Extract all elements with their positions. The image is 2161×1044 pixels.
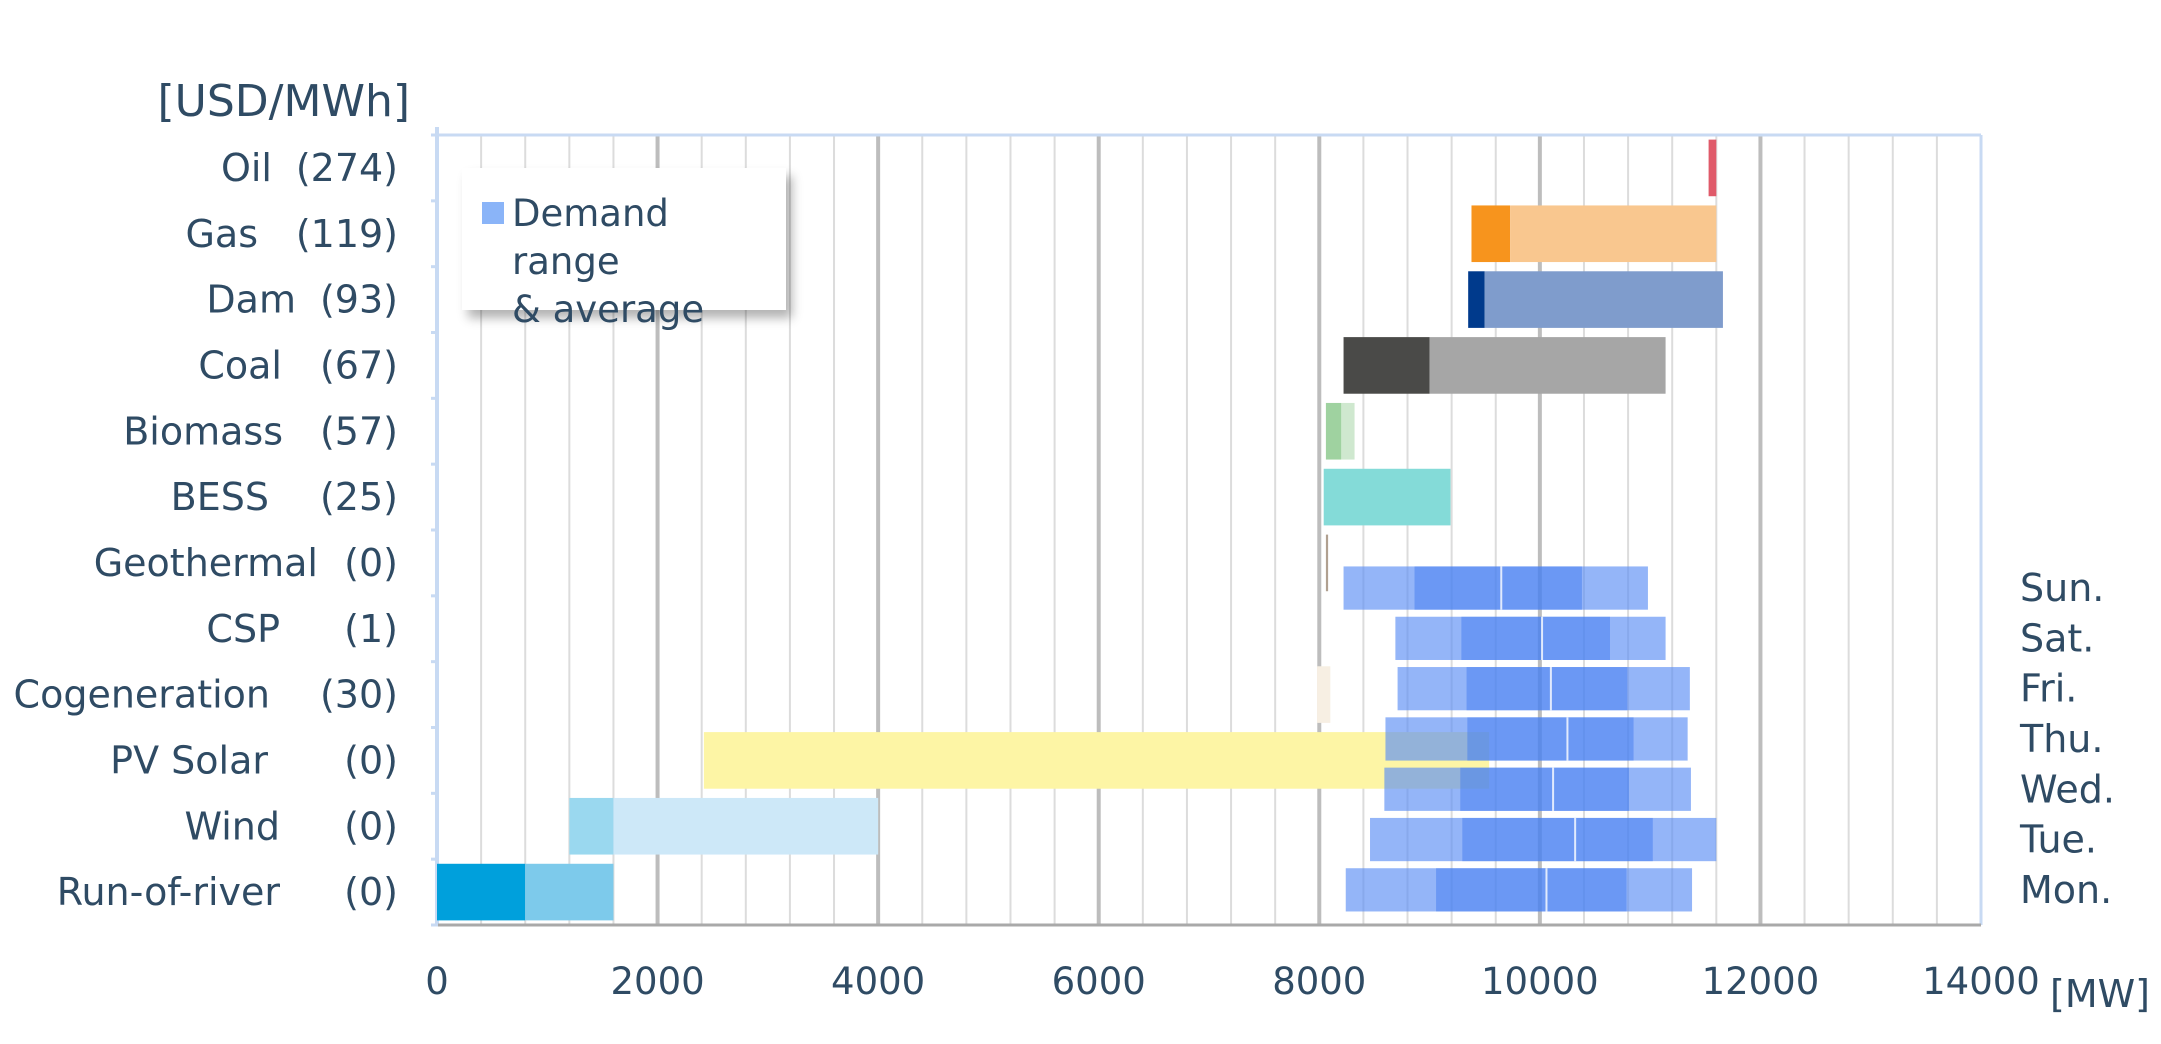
axes: [USD/MWh] [MW] 0 2000 4000 6000 8000 10000 120… [157, 76, 2150, 1016]
legend-label-line2: & average [512, 288, 705, 331]
day-labels: Sun. Sat. Fri. Thu. Wed. Tue. Mon. [2019, 566, 2115, 912]
category-price: (25) [320, 475, 398, 519]
supply-bar-segment [1471, 205, 1511, 263]
category-label: Biomass [123, 409, 283, 453]
category-label: Cogeneration [14, 673, 270, 717]
supply-bar-segment [1429, 337, 1666, 394]
demand-core-bar [1461, 616, 1610, 660]
supply-bar-segment [1343, 337, 1430, 394]
category-price: (0) [344, 870, 398, 914]
supply-bar-segment [1708, 139, 1717, 197]
legend-label: Demand range & average [512, 190, 786, 334]
category-price: (0) [344, 738, 398, 782]
supply-bar-segment [1510, 205, 1717, 263]
category-label: Dam [206, 278, 296, 322]
category-price: (0) [344, 804, 398, 848]
category-price: (57) [320, 409, 398, 453]
legend: Demand range & average [462, 168, 786, 331]
legend-label-line1: Demand range [512, 192, 669, 283]
supply-bar-segment [1325, 534, 1329, 592]
day-label: Mon. [2020, 868, 2112, 912]
category-label: Oil [221, 146, 272, 190]
category-price: (0) [344, 541, 398, 585]
demand-range-bar [1370, 817, 1717, 862]
category-price: (274) [296, 146, 398, 190]
category-price: (119) [296, 212, 398, 256]
supply-bar-segment [1325, 402, 1342, 460]
demand-core-bar [1436, 868, 1627, 912]
x-tick-label: 10000 [1481, 960, 1599, 1003]
demand-range-bar [1343, 566, 1648, 610]
supply-bar-segment [1468, 271, 1485, 328]
supply-bar-segment [569, 797, 614, 855]
demand-bars [1343, 566, 1717, 912]
demand-core-bar [1460, 767, 1629, 811]
demand-range-bar [1345, 868, 1693, 912]
x-tick-label: 12000 [1702, 960, 1820, 1003]
demand-core-bar [1467, 717, 1634, 761]
demand-range-bar [1385, 717, 1688, 761]
day-label: Sun. [2020, 566, 2104, 610]
x-tick-label: 6000 [1052, 960, 1146, 1003]
category-label: Coal [198, 343, 282, 387]
category-label: CSP [206, 607, 280, 651]
supply-bar-segment [525, 863, 614, 921]
legend-swatch [482, 202, 504, 224]
supply-bar-segment [437, 863, 526, 921]
x-tick-label: 0 [425, 960, 449, 1003]
supply-bar-segment [1341, 402, 1355, 460]
x-tick-label: 8000 [1272, 960, 1366, 1003]
supply-bar-segment [1323, 468, 1451, 526]
demand-core-bar [1466, 667, 1628, 711]
supply-bar-segment [1484, 271, 1723, 328]
x-tick-label: 14000 [1922, 960, 2040, 1003]
category-price: (30) [320, 673, 398, 717]
category-price: (67) [320, 343, 398, 387]
day-label: Fri. [2020, 667, 2077, 711]
day-label: Tue. [2019, 818, 2097, 862]
supply-bars [437, 139, 1723, 921]
x-axis-unit-label: [MW] [2050, 972, 2150, 1016]
demand-range-bar [1384, 767, 1691, 811]
supply-bar-segment [703, 732, 1490, 789]
category-label: BESS [171, 475, 269, 519]
demand-core-bar [1414, 566, 1582, 610]
day-label: Thu. [2019, 717, 2103, 761]
demand-range-bar [1397, 667, 1690, 711]
category-label: Geothermal [94, 541, 318, 585]
category-labels: Oil (274) Gas (119)Dam (93) Coal (67) Biomass (5… [14, 146, 398, 914]
day-label: Wed. [2020, 767, 2115, 811]
x-tick-label: 4000 [831, 960, 925, 1003]
demand-range-bar [1395, 616, 1666, 660]
category-label: Wind [184, 804, 280, 848]
category-label: Run-of-river [57, 870, 281, 914]
demand-core-bar [1462, 817, 1653, 862]
category-label: PV Solar [110, 738, 268, 782]
category-price: (1) [344, 607, 398, 651]
day-label: Sat. [2020, 616, 2094, 660]
y-axis-unit-label: [USD/MWh] [157, 76, 410, 127]
supply-bar-segment [613, 797, 879, 855]
x-tick-label: 2000 [610, 960, 704, 1003]
category-price: (93) [320, 278, 398, 322]
category-label: Gas [185, 212, 258, 256]
supply-bar-segment [1317, 666, 1331, 723]
